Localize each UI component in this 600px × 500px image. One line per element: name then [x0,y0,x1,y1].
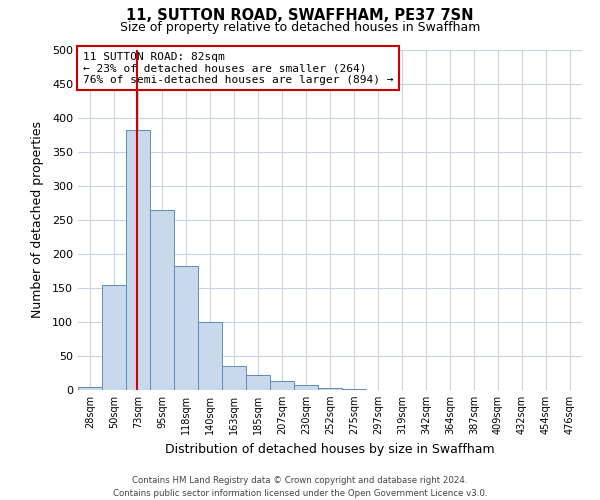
Bar [174,266,198,390]
Text: Contains HM Land Registry data © Crown copyright and database right 2024.
Contai: Contains HM Land Registry data © Crown c… [113,476,487,498]
Bar [102,284,126,390]
Bar [246,375,270,390]
Y-axis label: Number of detached properties: Number of detached properties [31,122,44,318]
Bar [78,386,102,390]
Bar [318,388,342,390]
Bar [126,130,150,390]
Bar [198,322,222,390]
Bar [270,381,294,390]
Bar [294,385,318,390]
Text: 11 SUTTON ROAD: 82sqm
← 23% of detached houses are smaller (264)
76% of semi-det: 11 SUTTON ROAD: 82sqm ← 23% of detached … [83,52,394,85]
X-axis label: Distribution of detached houses by size in Swaffham: Distribution of detached houses by size … [165,442,495,456]
Bar [222,366,246,390]
Text: 11, SUTTON ROAD, SWAFFHAM, PE37 7SN: 11, SUTTON ROAD, SWAFFHAM, PE37 7SN [126,8,474,22]
Text: Size of property relative to detached houses in Swaffham: Size of property relative to detached ho… [120,21,480,34]
Bar [150,210,174,390]
